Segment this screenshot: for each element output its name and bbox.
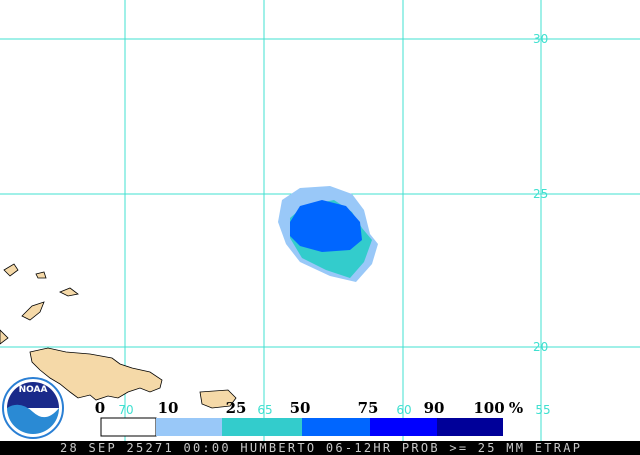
island <box>35 271 47 279</box>
legend-swatch <box>302 418 370 436</box>
lat-label: 30 <box>533 32 548 46</box>
legend-swatch <box>370 418 437 436</box>
lon-label: 55 <box>535 403 550 417</box>
land <box>0 263 237 409</box>
hispaniola <box>29 347 163 401</box>
legend-swatch <box>156 418 222 436</box>
legend-label: 100 <box>473 399 504 417</box>
lon-label: 70 <box>118 403 133 417</box>
island <box>59 287 79 297</box>
legend-label: 10 <box>158 399 179 417</box>
island <box>21 301 45 321</box>
island <box>3 263 19 277</box>
lon-label: 60 <box>396 403 411 417</box>
legend-label: 25 <box>226 399 247 417</box>
lat-label: 20 <box>533 340 548 354</box>
island <box>0 329 9 345</box>
noaa-logo: NOAA <box>2 377 64 439</box>
legend-swatch <box>437 418 503 436</box>
legend-label: 0 <box>95 399 105 417</box>
lon-label: 65 <box>257 403 272 417</box>
logo-bottom <box>7 404 59 434</box>
lat-label: 25 <box>533 187 548 201</box>
legend-swatch <box>222 418 302 436</box>
logo-top <box>7 382 59 408</box>
prob-50 <box>290 200 362 252</box>
legend-label: 90 <box>424 399 445 417</box>
legend-swatch <box>100 417 157 437</box>
legend-label: 50 <box>290 399 311 417</box>
legend: 0 10 25 50 75 90 100 % <box>95 399 523 437</box>
legend-label: 75 <box>358 399 379 417</box>
puerto-rico <box>199 389 237 409</box>
caption-bar <box>0 441 640 455</box>
logo-text: NOAA <box>19 385 48 395</box>
precip-probability <box>278 186 378 282</box>
caption: 28 SEP 25271 00:00 HUMBERTO 06-12HR PROB… <box>60 441 580 455</box>
legend-label: % <box>509 399 523 417</box>
